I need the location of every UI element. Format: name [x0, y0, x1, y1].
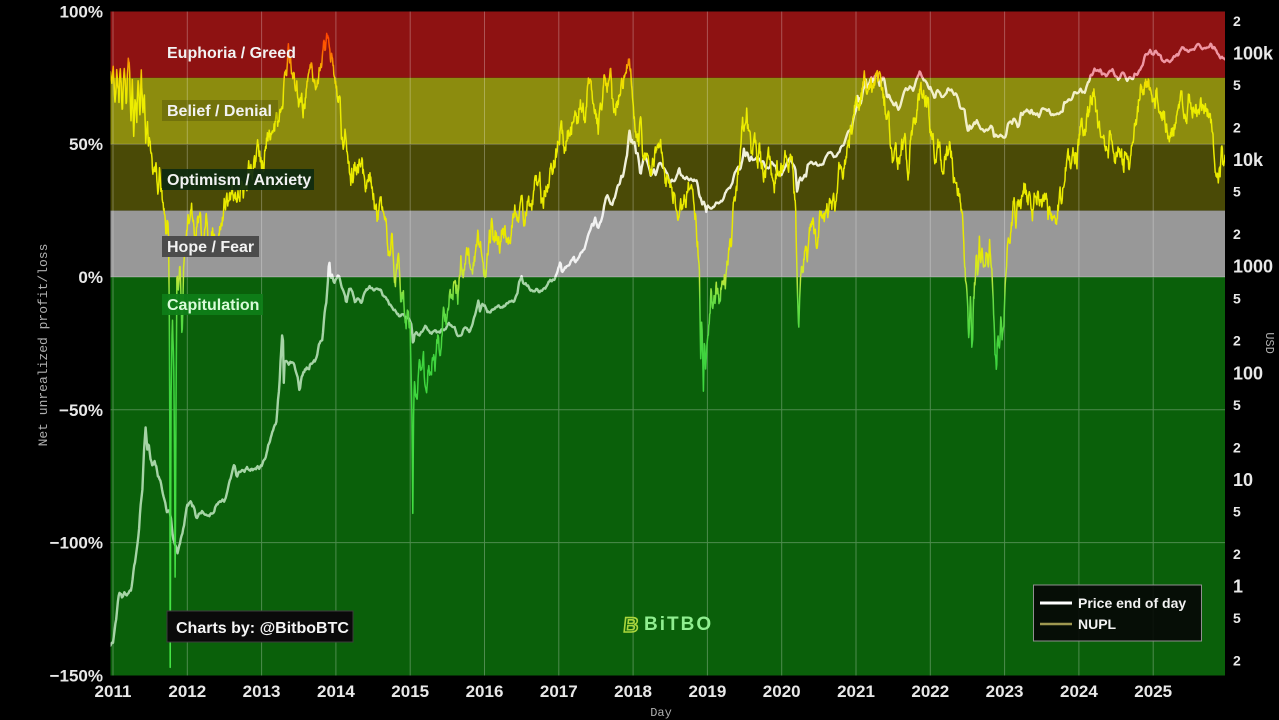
svg-text:2015: 2015 — [391, 682, 429, 701]
svg-text:2022: 2022 — [911, 682, 949, 701]
svg-text:0%: 0% — [78, 268, 103, 287]
svg-text:2013: 2013 — [243, 682, 281, 701]
svg-text:100%: 100% — [60, 2, 103, 21]
svg-text:2025: 2025 — [1134, 682, 1172, 701]
svg-text:BiTBO: BiTBO — [644, 614, 713, 635]
svg-text:−50%: −50% — [59, 401, 103, 420]
svg-text:2017: 2017 — [540, 682, 578, 701]
svg-text:2012: 2012 — [168, 682, 206, 701]
svg-text:2: 2 — [1233, 13, 1241, 29]
svg-text:−150%: −150% — [50, 666, 103, 685]
svg-text:100: 100 — [1233, 363, 1263, 383]
svg-text:5: 5 — [1233, 504, 1241, 520]
svg-text:2: 2 — [1233, 226, 1241, 242]
svg-text:2018: 2018 — [614, 682, 652, 701]
svg-text:1000: 1000 — [1233, 257, 1273, 277]
svg-text:Price end of day: Price end of day — [1078, 595, 1186, 611]
svg-text:Day: Day — [650, 706, 672, 720]
svg-text:2014: 2014 — [317, 682, 355, 701]
svg-text:2020: 2020 — [763, 682, 801, 701]
svg-text:5: 5 — [1233, 290, 1241, 306]
svg-text:USD: USD — [1262, 332, 1276, 354]
svg-text:Hope / Fear: Hope / Fear — [167, 239, 254, 256]
svg-text:Capitulation: Capitulation — [167, 297, 259, 314]
svg-text:Euphoria / Greed: Euphoria / Greed — [167, 45, 296, 62]
svg-text:Optimism / Anxiety: Optimism / Anxiety — [167, 172, 311, 189]
svg-text:2: 2 — [1233, 439, 1241, 455]
svg-text:2021: 2021 — [837, 682, 875, 701]
svg-text:2016: 2016 — [466, 682, 504, 701]
svg-text:Belief / Denial: Belief / Denial — [167, 103, 272, 120]
svg-text:2019: 2019 — [688, 682, 726, 701]
svg-text:Charts by: @BitboBTC: Charts by: @BitboBTC — [176, 620, 349, 637]
svg-text:1: 1 — [1233, 577, 1243, 597]
svg-text:NUPL: NUPL — [1078, 616, 1117, 632]
svg-text:50%: 50% — [69, 135, 103, 154]
svg-text:2: 2 — [1233, 653, 1241, 669]
svg-text:5: 5 — [1233, 397, 1241, 413]
svg-text:2: 2 — [1233, 333, 1241, 349]
svg-text:5: 5 — [1233, 610, 1241, 626]
svg-text:10: 10 — [1233, 470, 1253, 490]
svg-text:B: B — [622, 614, 640, 637]
svg-text:100k: 100k — [1233, 44, 1274, 64]
svg-text:2011: 2011 — [95, 682, 132, 701]
svg-text:2: 2 — [1233, 120, 1241, 136]
svg-text:2024: 2024 — [1060, 682, 1098, 701]
svg-text:−100%: −100% — [50, 534, 103, 553]
svg-text:2023: 2023 — [986, 682, 1024, 701]
svg-text:2: 2 — [1233, 546, 1241, 562]
svg-text:10k: 10k — [1233, 150, 1264, 170]
svg-text:Net unrealized profit/loss: Net unrealized profit/loss — [36, 244, 51, 447]
svg-text:5: 5 — [1233, 184, 1241, 200]
svg-text:5: 5 — [1233, 77, 1241, 93]
